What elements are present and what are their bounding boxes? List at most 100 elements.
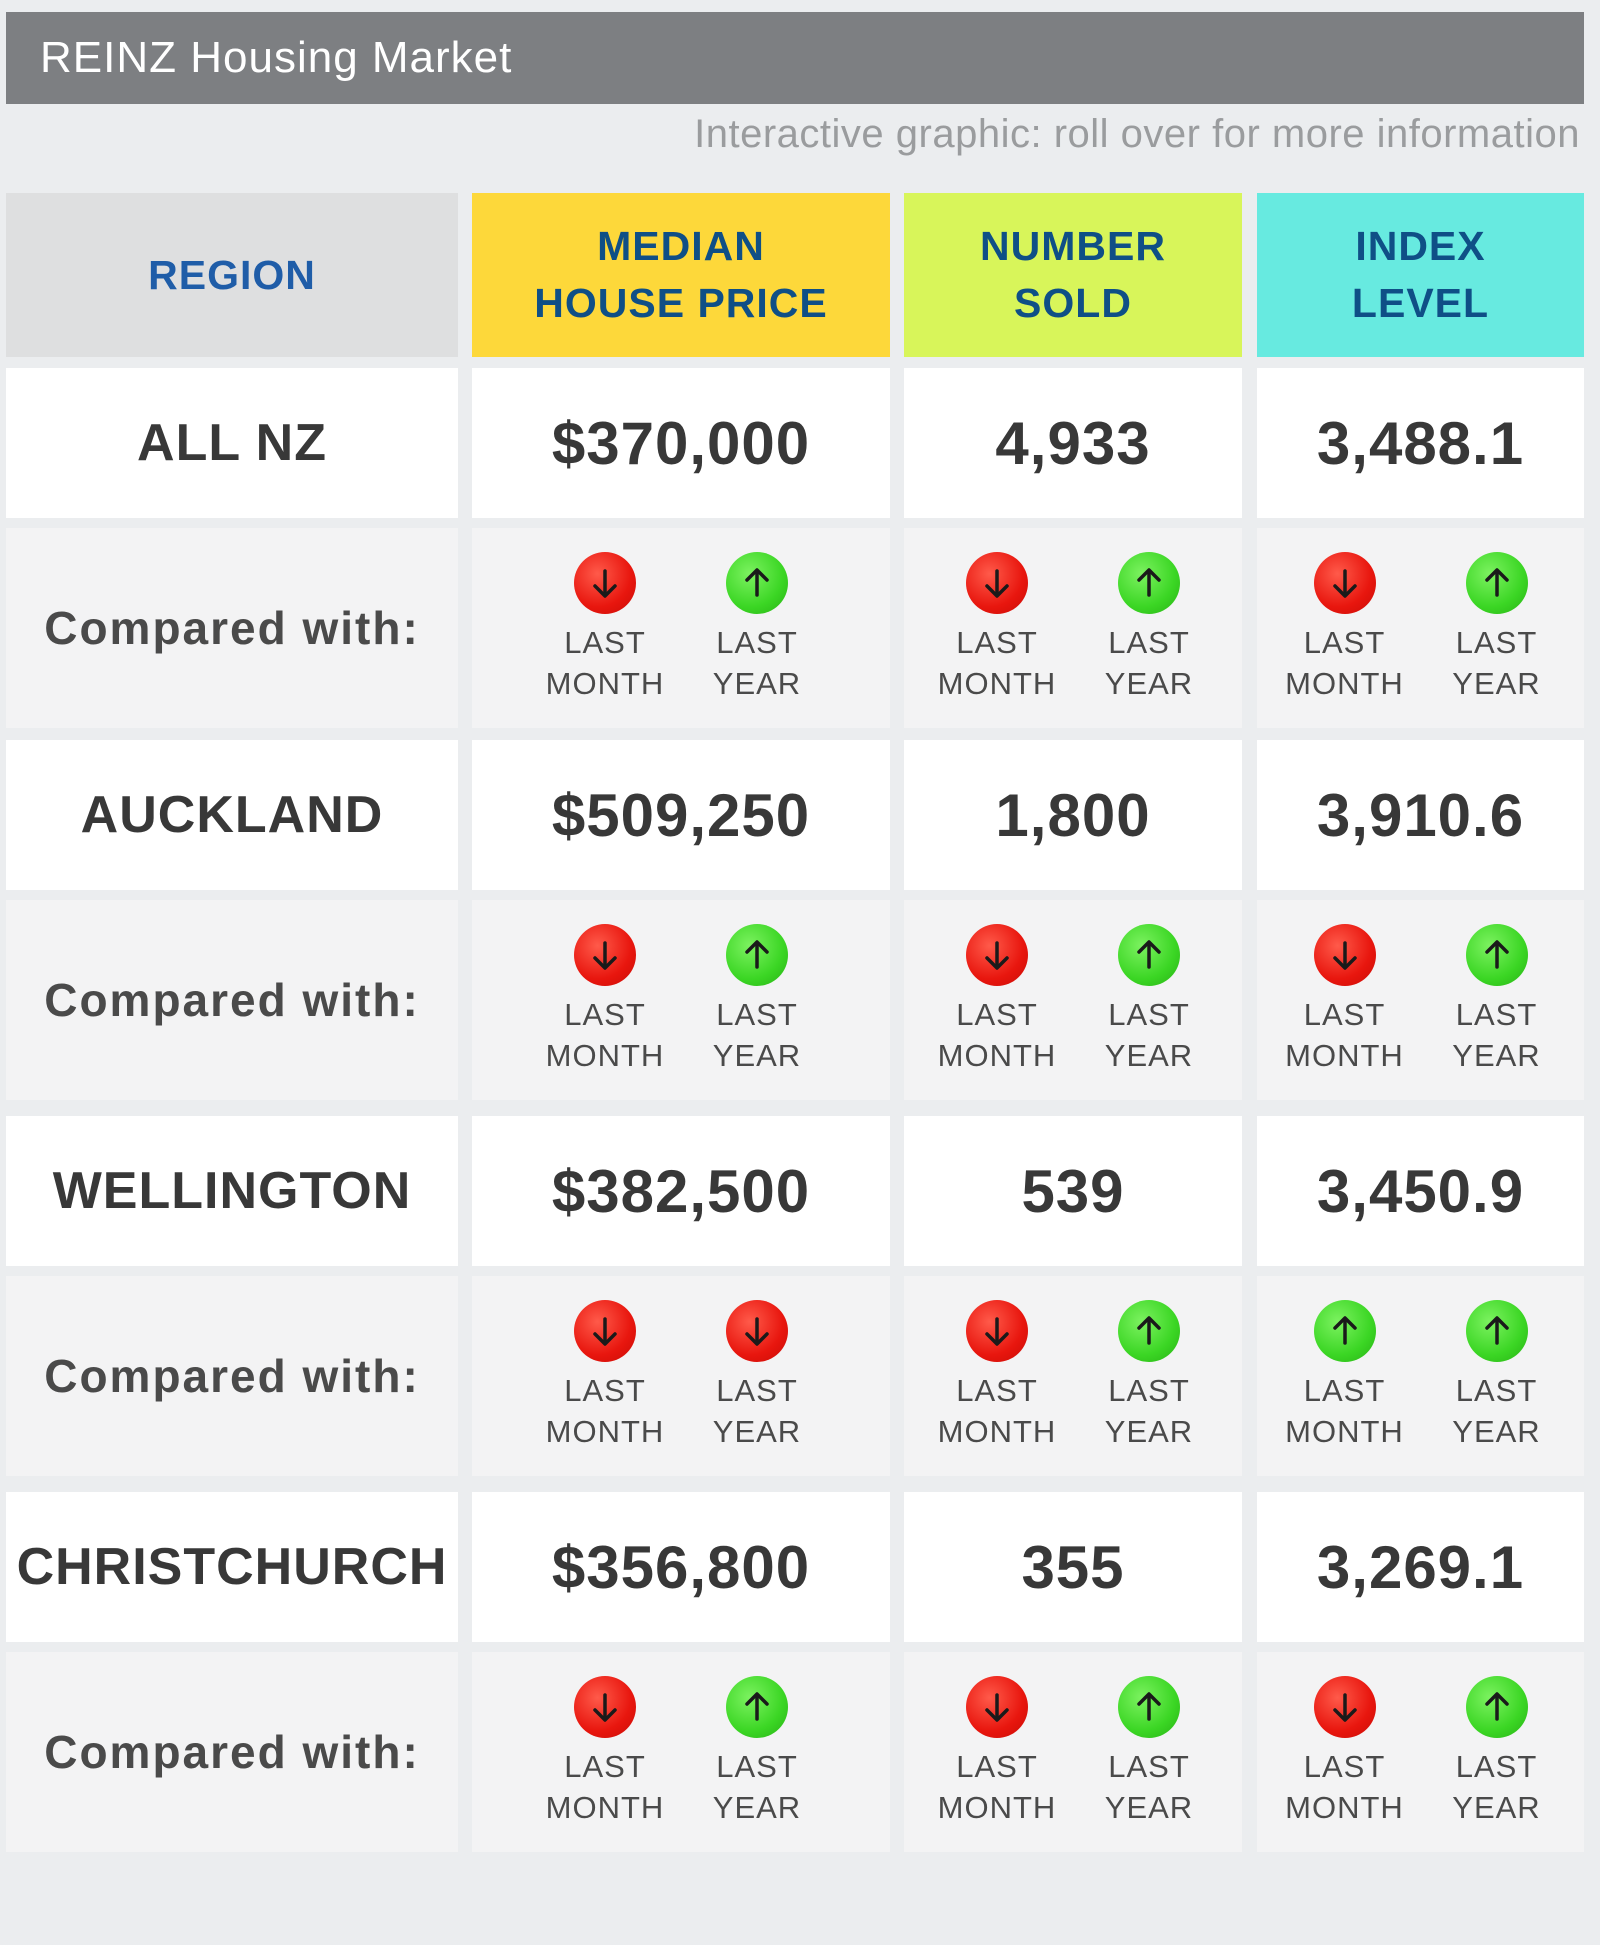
down-arrow-icon [1313, 552, 1376, 614]
compared-with-label: Compared with: [44, 974, 420, 1026]
index-trend-cell-auckland[interactable]: LAST MONTH LAST YEAR [1257, 900, 1584, 1100]
sold-trend-cell-all-nz[interactable]: LAST MONTH LAST YEAR [904, 528, 1242, 728]
sold-cell-all-nz[interactable]: 4,933 [904, 368, 1242, 518]
index-value: 3,450.9 [1316, 1157, 1525, 1225]
index-cell-wellington[interactable]: 3,450.9 [1257, 1116, 1584, 1266]
index-trend-cell-christchurch[interactable]: LAST MONTH LAST YEAR [1257, 1652, 1584, 1852]
price-trend-cell-christchurch[interactable]: LAST MONTH LAST YEAR [472, 1652, 890, 1852]
last-year-indicator[interactable]: LAST YEAR [1090, 1300, 1208, 1452]
last-year-indicator[interactable]: LAST YEAR [1090, 924, 1208, 1076]
last-year-indicator[interactable]: LAST YEAR [698, 1676, 816, 1828]
last-year-indicator[interactable]: LAST YEAR [1438, 552, 1556, 704]
sold-trend-cell-wellington[interactable]: LAST MONTH LAST YEAR [904, 1276, 1242, 1476]
price-value: $382,500 [551, 1157, 811, 1225]
price-value: $509,250 [551, 781, 811, 849]
price-cell-christchurch[interactable]: $356,800 [472, 1492, 890, 1642]
up-arrow-icon [1313, 1300, 1376, 1362]
sold-value: 1,800 [995, 781, 1151, 849]
last-month-indicator[interactable]: LAST MONTH [1285, 1676, 1404, 1828]
last-month-indicator[interactable]: LAST MONTH [938, 1300, 1056, 1452]
header-region: REGION [6, 193, 458, 357]
price-trend-cell-auckland[interactable]: LAST MONTH LAST YEAR [472, 900, 890, 1100]
header-index-level: INDEX LEVEL [1257, 193, 1584, 357]
index-cell-auckland[interactable]: 3,910.6 [1257, 740, 1584, 890]
index-cell-all-nz[interactable]: 3,488.1 [1257, 368, 1584, 518]
price-trend-cell-wellington[interactable]: LAST MONTH LAST YEAR [472, 1276, 890, 1476]
indicator-label: LAST YEAR [1104, 625, 1194, 701]
sold-value: 539 [1021, 1157, 1125, 1225]
price-cell-all-nz[interactable]: $370,000 [472, 368, 890, 518]
last-year-indicator[interactable]: LAST YEAR [698, 1300, 816, 1452]
down-arrow-icon [574, 1676, 636, 1738]
sold-trend-cell-auckland[interactable]: LAST MONTH LAST YEAR [904, 900, 1242, 1100]
price-cell-auckland[interactable]: $509,250 [472, 740, 890, 890]
indicator-label: LAST MONTH [1285, 1749, 1404, 1825]
compared-cell-auckland[interactable]: Compared with: [6, 900, 458, 1100]
region-cell-wellington[interactable]: WELLINGTON [6, 1116, 458, 1266]
last-month-indicator[interactable]: LAST MONTH [546, 552, 664, 704]
region-name: ALL NZ [137, 414, 327, 472]
up-arrow-icon [1118, 1300, 1180, 1362]
last-year-indicator[interactable]: LAST YEAR [698, 924, 816, 1076]
header-number-sold: NUMBER SOLD [904, 193, 1242, 357]
last-year-indicator[interactable]: LAST YEAR [1090, 1676, 1208, 1828]
indicator-label: LAST MONTH [1285, 625, 1404, 701]
last-year-indicator[interactable]: LAST YEAR [698, 552, 816, 704]
down-arrow-icon [574, 1300, 636, 1362]
last-year-indicator[interactable]: LAST YEAR [1090, 552, 1208, 704]
indicator-label: LAST YEAR [1452, 625, 1541, 701]
price-value: $370,000 [551, 409, 811, 477]
last-month-indicator[interactable]: LAST MONTH [1285, 1300, 1404, 1452]
indicator-label: LAST YEAR [712, 1373, 802, 1449]
last-year-indicator[interactable]: LAST YEAR [1438, 1676, 1556, 1828]
sold-cell-auckland[interactable]: 1,800 [904, 740, 1242, 890]
last-month-indicator[interactable]: LAST MONTH [546, 1676, 664, 1828]
last-month-indicator[interactable]: LAST MONTH [1285, 924, 1404, 1076]
sold-cell-wellington[interactable]: 539 [904, 1116, 1242, 1266]
last-month-indicator[interactable]: LAST MONTH [546, 1300, 664, 1452]
up-arrow-icon [1118, 552, 1180, 614]
up-arrow-icon [1465, 552, 1528, 614]
compared-cell-christchurch[interactable]: Compared with: [6, 1652, 458, 1852]
region-name: WELLINGTON [52, 1162, 412, 1220]
header-median-house-price: MEDIAN HOUSE PRICE [472, 193, 890, 357]
sold-value: 355 [1021, 1533, 1125, 1601]
last-year-indicator[interactable]: LAST YEAR [1438, 924, 1556, 1076]
index-trend-cell-wellington[interactable]: LAST MONTH LAST YEAR [1257, 1276, 1584, 1476]
compared-cell-all-nz[interactable]: Compared with: [6, 528, 458, 728]
indicator-label: LAST MONTH [937, 1749, 1057, 1825]
indicator-label: LAST MONTH [545, 1749, 665, 1825]
compared-cell-wellington[interactable]: Compared with: [6, 1276, 458, 1476]
region-cell-christchurch[interactable]: CHRISTCHURCH [6, 1492, 458, 1642]
sold-cell-christchurch[interactable]: 355 [904, 1492, 1242, 1642]
indicator-label: LAST MONTH [937, 625, 1057, 701]
last-month-indicator[interactable]: LAST MONTH [938, 1676, 1056, 1828]
indicator-label: LAST YEAR [1452, 1373, 1541, 1449]
down-arrow-icon [1313, 924, 1376, 986]
down-arrow-icon [574, 552, 636, 614]
last-month-indicator[interactable]: LAST MONTH [1285, 552, 1404, 704]
index-cell-christchurch[interactable]: 3,269.1 [1257, 1492, 1584, 1642]
region-cell-all-nz[interactable]: ALL NZ [6, 368, 458, 518]
region-cell-auckland[interactable]: AUCKLAND [6, 740, 458, 890]
indicator-label: LAST YEAR [712, 625, 802, 701]
price-cell-wellington[interactable]: $382,500 [472, 1116, 890, 1266]
index-trend-cell-all-nz[interactable]: LAST MONTH LAST YEAR [1257, 528, 1584, 728]
region-name: AUCKLAND [80, 786, 384, 844]
last-year-indicator[interactable]: LAST YEAR [1438, 1300, 1556, 1452]
down-arrow-icon [1313, 1676, 1376, 1738]
last-month-indicator[interactable]: LAST MONTH [546, 924, 664, 1076]
up-arrow-icon [1118, 1676, 1180, 1738]
price-trend-cell-all-nz[interactable]: LAST MONTH LAST YEAR [472, 528, 890, 728]
sold-trend-cell-christchurch[interactable]: LAST MONTH LAST YEAR [904, 1652, 1242, 1852]
indicator-label: LAST MONTH [545, 625, 665, 701]
indicator-label: LAST YEAR [712, 997, 802, 1073]
up-arrow-icon [726, 924, 788, 986]
sold-value: 4,933 [995, 409, 1151, 477]
down-arrow-icon [574, 924, 636, 986]
up-arrow-icon [726, 552, 788, 614]
last-month-indicator[interactable]: LAST MONTH [938, 924, 1056, 1076]
last-month-indicator[interactable]: LAST MONTH [938, 552, 1056, 704]
down-arrow-icon [726, 1300, 788, 1362]
compared-with-label: Compared with: [44, 602, 420, 654]
